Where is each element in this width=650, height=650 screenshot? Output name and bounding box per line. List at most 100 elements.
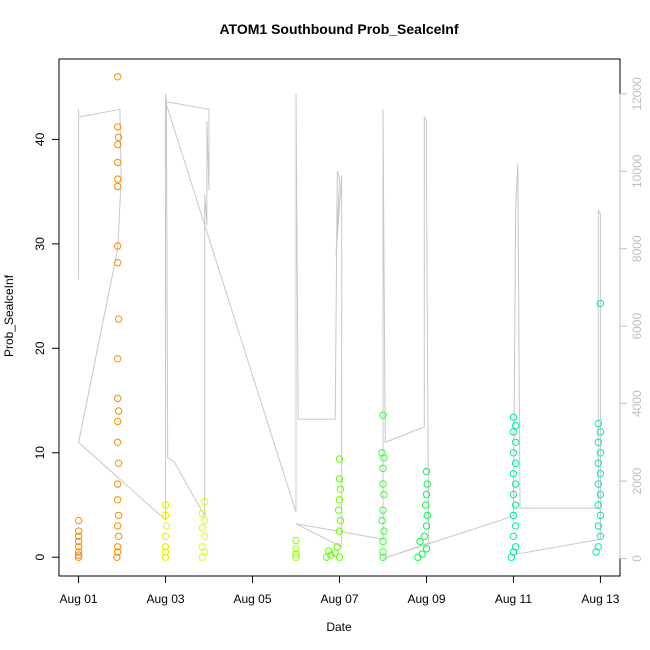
x-tick-label: Aug 07	[320, 592, 358, 606]
data-point	[416, 537, 424, 546]
data-point	[74, 551, 83, 559]
data-point	[161, 543, 170, 551]
data-point	[114, 355, 122, 363]
data-point	[379, 506, 387, 514]
data-point	[422, 467, 431, 476]
data-point	[423, 480, 431, 488]
data-point	[114, 259, 122, 267]
data-point	[596, 511, 605, 520]
series-0	[74, 516, 83, 561]
data-point	[379, 548, 387, 556]
chart-title: ATOM1 Southbound Prob_SealceInf	[219, 21, 458, 37]
series-9	[592, 299, 605, 556]
data-point	[74, 537, 83, 546]
data-point	[74, 532, 83, 540]
data-point	[292, 545, 300, 553]
data-point	[292, 536, 300, 545]
data-point	[327, 551, 335, 559]
data-point	[333, 543, 341, 551]
data-point	[596, 299, 605, 308]
data-point	[509, 469, 518, 478]
y-axis: 0 10 20 30 40	[33, 132, 60, 561]
data-point	[114, 242, 122, 250]
y2-axis: 0 2000 4000 6000 8000 10000 12000	[619, 77, 644, 562]
data-point	[414, 553, 422, 561]
data-point	[114, 315, 123, 323]
data-point	[161, 548, 170, 556]
data-point	[324, 547, 333, 555]
data-point	[422, 490, 431, 499]
data-point	[511, 501, 520, 509]
y-tick-label: 30	[33, 237, 47, 251]
data-point	[114, 140, 122, 149]
data-point	[74, 527, 83, 535]
data-point	[378, 449, 386, 457]
data-point	[418, 550, 426, 558]
data-point	[335, 496, 344, 504]
data-point	[509, 490, 518, 499]
data-point	[114, 496, 122, 504]
x-tick-label: Aug 01	[60, 592, 98, 606]
data-point	[114, 175, 122, 183]
data-point	[379, 537, 387, 546]
data-point	[509, 449, 518, 457]
data-point	[114, 182, 122, 191]
data-point	[596, 428, 605, 436]
data-point	[114, 417, 122, 426]
data-point	[594, 522, 602, 530]
series-1	[113, 73, 123, 561]
data-point	[114, 548, 122, 556]
data-point	[114, 407, 123, 415]
data-point	[114, 438, 122, 446]
data-point	[511, 543, 520, 551]
data-point	[379, 480, 387, 488]
data-point	[161, 511, 170, 520]
series-8	[507, 413, 520, 561]
data-point	[594, 543, 602, 551]
data-point	[379, 464, 387, 473]
data-point	[114, 133, 123, 142]
data-point	[422, 522, 431, 530]
data-point	[201, 498, 209, 506]
x-axis: Aug 01 Aug 03 Aug 05 Aug 07 Aug 09 Aug 11 Aug …	[60, 575, 620, 606]
data-point	[162, 522, 171, 530]
data-point	[336, 516, 345, 525]
data-point	[114, 543, 122, 551]
y2-tick-label: 12000	[630, 77, 644, 111]
data-point	[596, 490, 605, 499]
series-7	[414, 467, 431, 561]
y-tick-label: 10	[33, 446, 47, 460]
data-point	[114, 511, 123, 520]
data-point	[509, 511, 518, 520]
y2-tick-label: 2000	[630, 467, 644, 494]
data-point	[292, 550, 300, 558]
x-tick-label: Aug 03	[147, 592, 185, 606]
data-point	[322, 553, 331, 561]
data-point	[198, 524, 207, 532]
y2-tick-label: 4000	[630, 390, 644, 417]
data-point	[423, 511, 431, 520]
plot-box	[58, 58, 621, 577]
x-tick-label: Aug 09	[407, 592, 445, 606]
data-point	[421, 501, 430, 509]
data-point	[594, 459, 602, 467]
series-5	[322, 455, 345, 561]
data-point	[511, 522, 520, 530]
y-axis-label: Prob_SealceInf	[2, 274, 16, 357]
data-point	[594, 501, 602, 509]
data-point	[509, 532, 518, 540]
data-point	[335, 553, 344, 561]
data-point	[114, 73, 122, 81]
x-tick-label: Aug 11	[495, 592, 532, 606]
data-point	[380, 454, 388, 462]
y2-tick-label: 6000	[630, 313, 644, 340]
data-point	[201, 516, 209, 525]
data-point	[380, 527, 388, 535]
data-point	[336, 485, 345, 493]
data-point	[594, 480, 602, 488]
data-point	[509, 413, 518, 421]
data-point	[114, 459, 123, 467]
x-axis-label: Date	[326, 620, 352, 634]
data-point	[335, 455, 344, 463]
